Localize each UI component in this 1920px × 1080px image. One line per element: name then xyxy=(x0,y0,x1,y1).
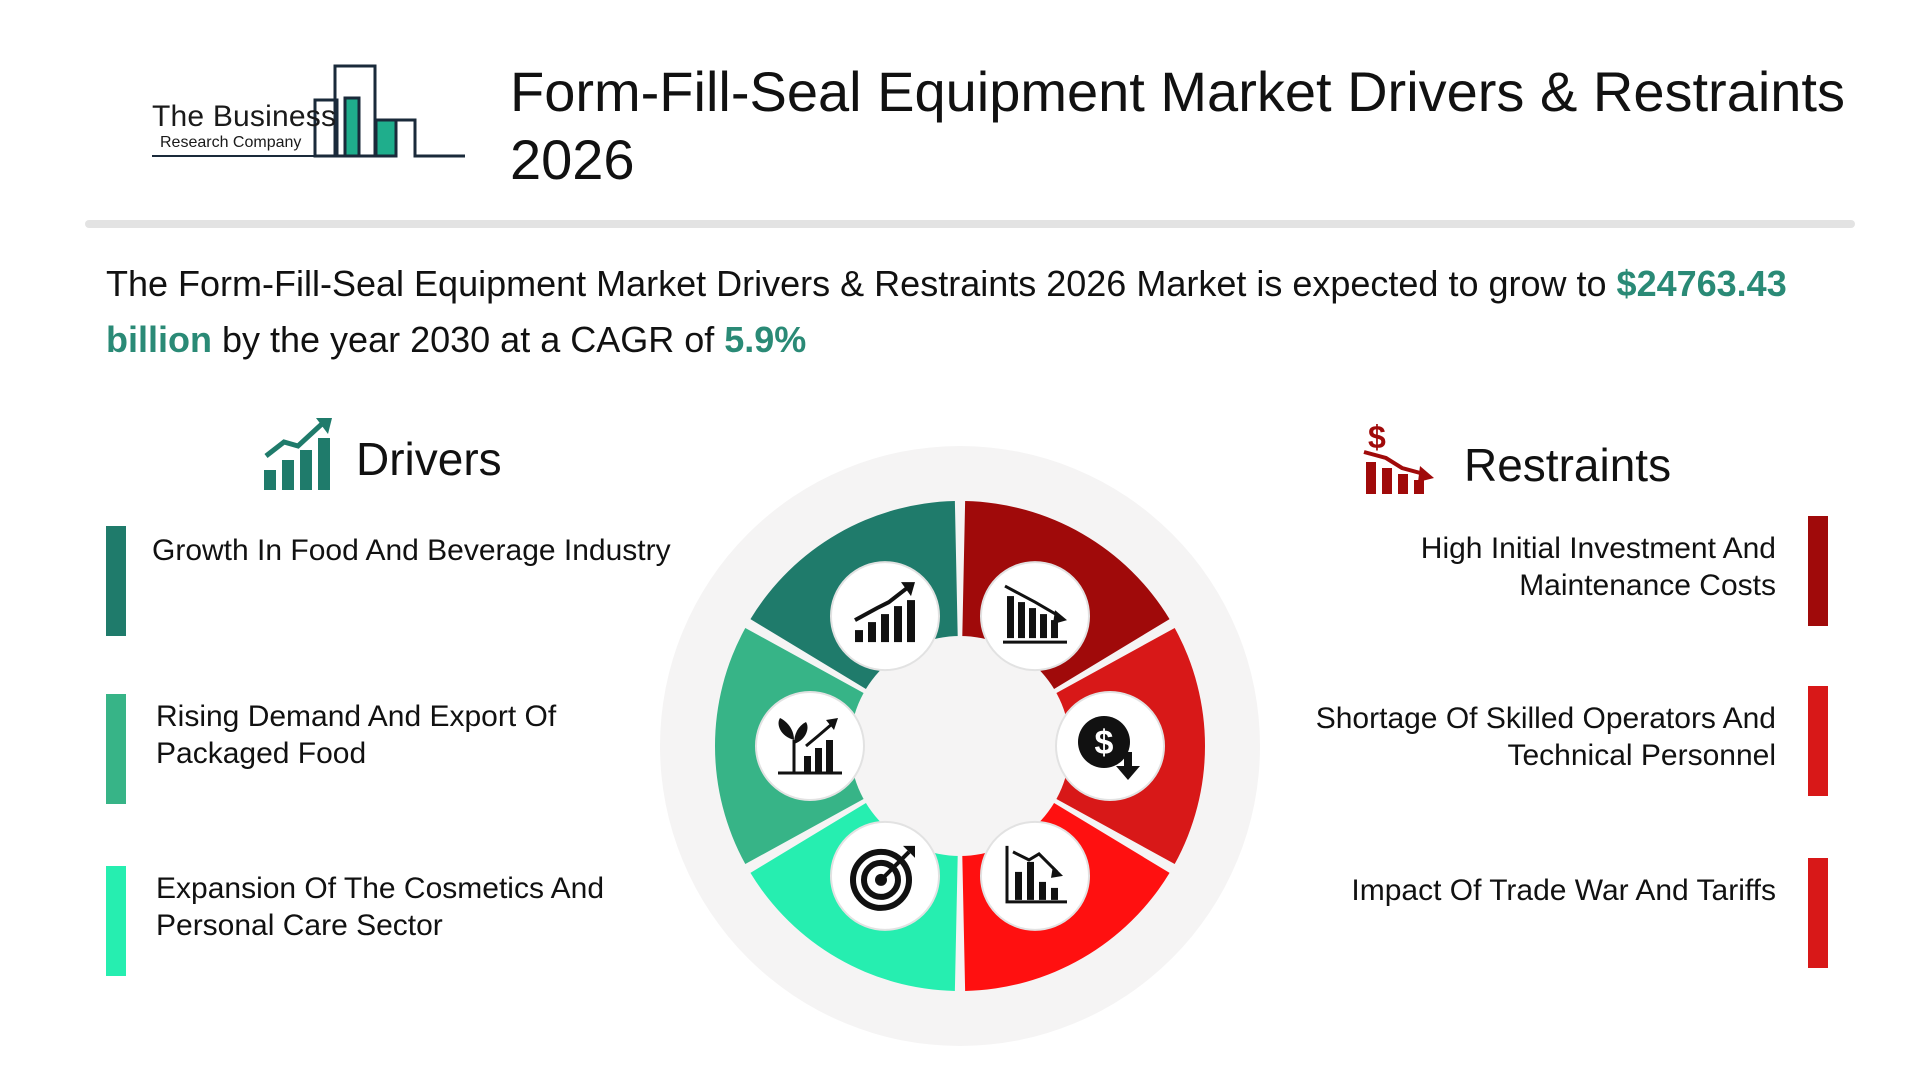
market-value: $24763.43 billion xyxy=(106,263,1787,360)
summary-text-middle: by the year 2030 at a CAGR of xyxy=(211,319,725,360)
driver-bar-3 xyxy=(106,866,126,976)
svg-text:$: $ xyxy=(1368,419,1386,455)
restraint-bar-3 xyxy=(1808,858,1828,968)
drivers-heading: Drivers xyxy=(356,433,502,485)
logo-line2: Research Company xyxy=(160,134,302,151)
header-divider xyxy=(85,220,1855,228)
drivers-restraints-wheel: $ xyxy=(660,446,1260,1046)
driver-item-3: Expansion Of The Cosmetics And Personal … xyxy=(156,872,605,942)
declining-line-chart-icon xyxy=(980,820,1090,931)
logo-line1: The Business xyxy=(152,100,337,133)
restraint-item-2: Shortage Of Skilled Operators And Techni… xyxy=(1315,702,1776,772)
restraint-item-1: High Initial Investment And Maintenance … xyxy=(1420,532,1776,602)
driver-bar-2 xyxy=(106,694,126,804)
page-title: Form-Fill-Seal Equipment Market Drivers … xyxy=(510,60,1845,191)
declining-dollar-icon: $ xyxy=(1362,418,1436,496)
driver-bar-1 xyxy=(106,526,126,636)
falling-bars-icon xyxy=(980,561,1090,672)
cagr-value: 5.9% xyxy=(724,319,807,360)
driver-item-2: Rising Demand And Export Of Packaged Foo… xyxy=(156,700,557,770)
market-summary: The Form-Fill-Seal Equipment Market Driv… xyxy=(106,256,1866,368)
rising-bars-icon xyxy=(830,561,940,672)
company-logo: The Business Research Company xyxy=(140,58,480,168)
driver-item-1: Growth In Food And Beverage Industry xyxy=(152,534,671,567)
dollar-down-icon: $ xyxy=(1055,691,1165,801)
target-icon xyxy=(830,820,940,931)
logo-building-icon xyxy=(152,64,465,158)
restraint-bar-2 xyxy=(1808,686,1828,796)
restraints-heading: Restraints xyxy=(1464,439,1672,491)
wheel-hub xyxy=(850,636,1070,856)
restraint-bar-1 xyxy=(1808,516,1828,626)
svg-text:$: $ xyxy=(1095,724,1114,762)
summary-text-before: The Form-Fill-Seal Equipment Market Driv… xyxy=(106,263,1617,304)
plant-growth-chart-icon xyxy=(755,691,865,801)
restraint-item-3: Impact Of Trade War And Tariffs xyxy=(1351,874,1776,907)
growth-chart-icon xyxy=(262,416,334,492)
